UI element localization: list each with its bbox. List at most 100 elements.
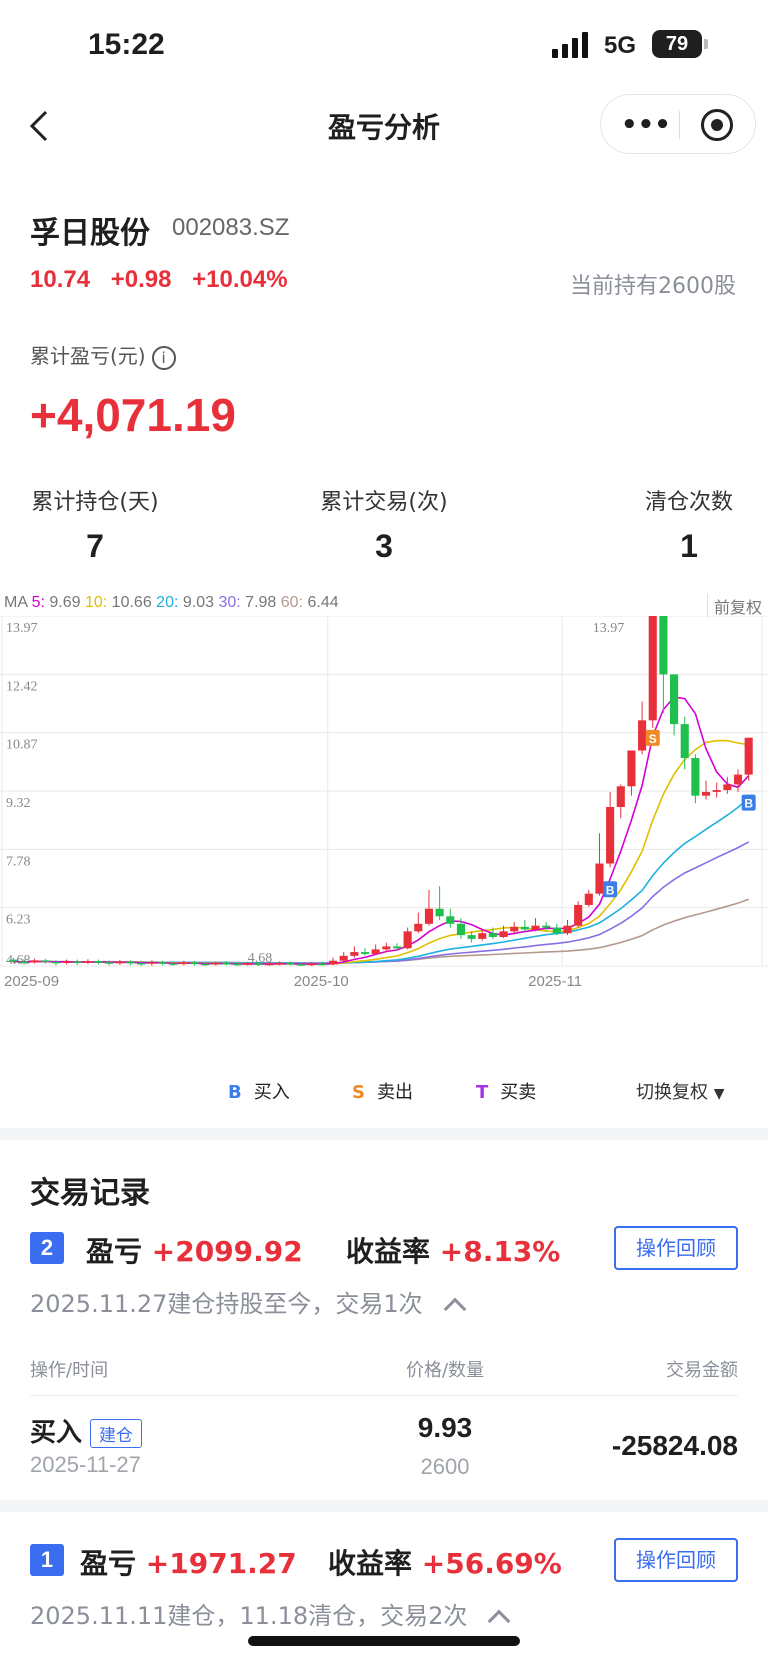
ma5-value: 9.69	[49, 594, 81, 611]
more-icon[interactable]: •••	[621, 110, 671, 140]
stat-trade-count: 累计交易(次) 3	[316, 484, 452, 565]
stat-label: 累计交易(次)	[320, 490, 448, 515]
candle-body	[169, 963, 178, 965]
candle-body	[574, 904, 583, 926]
caret-down-icon: ▼	[713, 1086, 725, 1102]
candle-body	[41, 960, 50, 962]
legend-trade-label: 买卖	[500, 1082, 537, 1103]
candle-body	[137, 962, 146, 965]
trade-summary-text: 2025.11.27建仓持股至今，交易1次	[30, 1290, 423, 1318]
candle-body	[510, 926, 519, 932]
stat-value: 3	[375, 528, 393, 564]
review-button[interactable]: 操作回顾	[614, 1226, 738, 1270]
ma10-key: 10:	[84, 594, 108, 611]
max-price-label: 13.97	[593, 621, 625, 636]
y-tick-label: 12.42	[6, 679, 38, 694]
candle-body	[616, 786, 625, 808]
candle-body	[552, 927, 561, 934]
candle-body	[233, 963, 242, 966]
capsule-divider	[679, 111, 680, 139]
candle-body	[339, 955, 348, 961]
battery-icon: 79	[652, 30, 708, 58]
y-tick-label: 6.23	[6, 913, 31, 928]
candle-body	[414, 923, 423, 932]
legend-buy: B 买入	[228, 1078, 290, 1104]
price-line: 10.74 +0.98 +10.04%	[30, 266, 302, 294]
ma60-value: 6.44	[307, 594, 339, 611]
candle-body	[733, 774, 743, 785]
candle-body	[446, 916, 455, 924]
candle-body	[222, 962, 231, 965]
header-op-time: 操作/时间	[30, 1360, 109, 1381]
row-qty: 2600	[420, 1454, 470, 1479]
trade-summary[interactable]: 2025.11.11建仓，11.18清仓，交易2次	[30, 1596, 511, 1633]
candle-body	[595, 863, 604, 894]
legend-sell: S 卖出	[352, 1078, 413, 1104]
candle-body	[51, 961, 61, 964]
candle-body	[499, 931, 508, 937]
ma5-line	[13, 696, 750, 965]
candle-body	[520, 926, 529, 930]
row-op: 买入 建仓	[30, 1412, 143, 1449]
candle-body	[691, 758, 700, 796]
trade-number-badge: 2	[30, 1232, 64, 1264]
candle-body	[307, 963, 316, 966]
candle-body	[435, 908, 444, 917]
trade-rate: 收益率 +56.69%	[328, 1542, 562, 1582]
ma10-line	[13, 739, 749, 965]
candle-body	[286, 962, 295, 965]
adjust-label[interactable]: 前复权	[706, 594, 762, 618]
x-tick-label: 2025-09	[4, 973, 59, 990]
chart-legend: B 买入 S 卖出 T 买卖 切换复权 ▼	[0, 1078, 768, 1108]
candle-body	[723, 784, 732, 791]
header-amount: 交易金额	[666, 1360, 738, 1381]
stock-name: 孚日股份	[30, 216, 150, 251]
candlestick-chart[interactable]: 13.97 12.42 10.87 9.32 7.78 6.23 4.68 2025-09 20…	[0, 616, 768, 1056]
candle-body	[328, 960, 338, 965]
trade-marker-label: B	[606, 883, 615, 897]
table-row: 买入 建仓 2025-11-27 9.93 2600 -25824.08	[30, 1412, 738, 1482]
stat-value: 7	[86, 528, 104, 564]
ma-prefix: MA	[4, 594, 28, 611]
info-icon[interactable]: i	[151, 345, 176, 370]
switch-adjust-label: 切换复权	[636, 1082, 708, 1103]
switch-adjust-dropdown[interactable]: 切换复权 ▼	[636, 1078, 725, 1104]
status-bar: 15:22 5G 79	[0, 0, 768, 92]
trade-rate-label: 收益率	[346, 1235, 431, 1268]
candle-body	[318, 963, 327, 966]
section-divider	[0, 1500, 768, 1512]
y-tick-label: 9.32	[6, 796, 31, 811]
status-time: 15:22	[88, 28, 165, 61]
holding-text: 当前持有2600股	[570, 274, 736, 299]
review-button[interactable]: 操作回顾	[614, 1538, 738, 1582]
candle-body	[94, 961, 103, 963]
table-header: 操作/时间 价格/数量 交易金额	[30, 1356, 738, 1396]
nav-bar: 盈亏分析 •••	[0, 92, 768, 168]
ma10-value: 10.66	[111, 594, 152, 611]
y-tick-label: 13.97	[6, 621, 38, 636]
candle-body	[62, 961, 71, 963]
candle-body	[243, 963, 252, 965]
candle-body	[371, 949, 380, 954]
close-target-icon[interactable]	[701, 109, 733, 141]
candle-body	[73, 961, 82, 963]
legend-buy-key: B	[228, 1082, 242, 1103]
ma60-key: 60:	[280, 594, 304, 611]
candle-body	[638, 720, 647, 751]
candle-body	[254, 963, 263, 965]
trade-pl-value: +1971.27	[145, 1547, 297, 1580]
trade-summary[interactable]: 2025.11.27建仓持股至今，交易1次	[30, 1284, 467, 1321]
candle-body	[158, 962, 167, 964]
stock-change: +0.98	[110, 266, 172, 293]
candle-body	[9, 959, 18, 962]
min-price-label: 4.68	[248, 951, 272, 966]
row-tag: 建仓	[90, 1419, 143, 1448]
candle-body	[360, 952, 370, 954]
candle-body	[563, 925, 572, 934]
legend-trade-key: T	[476, 1082, 489, 1103]
trade-marker-sell	[645, 729, 660, 746]
trade-marker-label: B	[744, 797, 753, 811]
home-indicator	[248, 1636, 520, 1646]
back-icon[interactable]	[28, 106, 68, 150]
candle-body	[478, 933, 487, 939]
